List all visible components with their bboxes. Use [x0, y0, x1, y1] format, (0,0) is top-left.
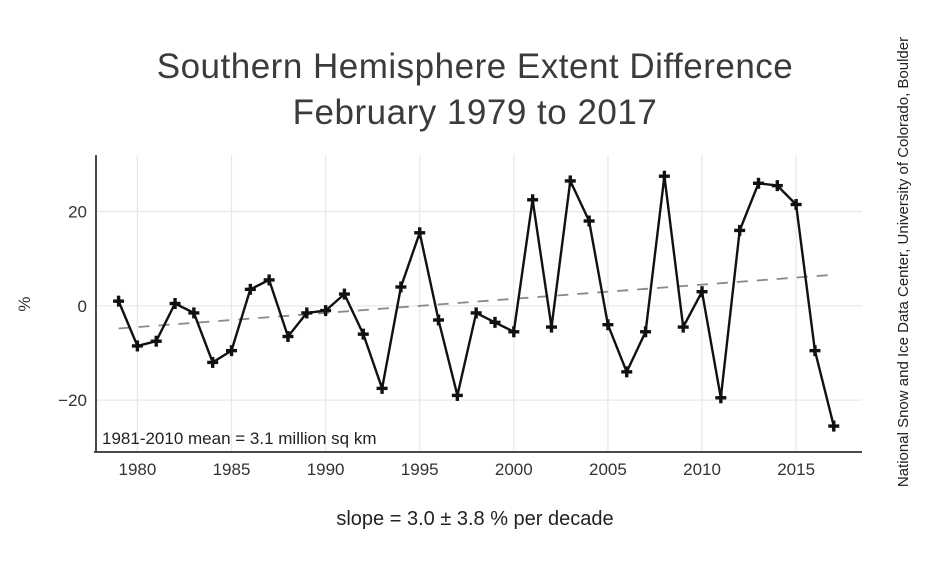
data-point-marker-2012	[734, 224, 746, 236]
data-point-marker-2006	[621, 366, 633, 378]
data-point-marker-1982	[169, 298, 181, 309]
data-point-marker-1988	[282, 331, 294, 342]
data-point-marker-1987	[263, 274, 275, 286]
y-tick-label--20: −20	[58, 391, 87, 410]
data-point-marker-2014	[771, 180, 783, 192]
data-point-marker-1991	[338, 288, 350, 300]
x-tick-label-1985: 1985	[213, 460, 251, 479]
data-point-marker-1989	[301, 307, 313, 319]
data-point-marker-2010	[696, 286, 708, 298]
data-point-marker-2017	[828, 420, 840, 432]
data-point-marker-2011	[715, 392, 727, 404]
data-point-marker-1981	[150, 335, 162, 347]
data-point-marker-1985	[226, 345, 238, 357]
x-tick-label-1995: 1995	[401, 460, 439, 479]
data-point-marker-1990	[320, 305, 332, 317]
data-point-marker-2013	[752, 177, 764, 189]
data-point-marker-2015	[790, 199, 802, 210]
data-series-line	[117, 174, 835, 428]
chart-subtitle: February 1979 to 2017	[292, 93, 658, 132]
data-point-marker-2005	[602, 319, 614, 331]
data-point-marker-1993	[376, 382, 388, 394]
data-point-marker-1996	[433, 314, 445, 326]
data-point-marker-1998	[470, 307, 482, 319]
data-source-credit: National Snow and Ice Data Center, Unive…	[895, 37, 912, 487]
data-point-marker-2000	[508, 326, 520, 338]
data-point-marker-1994	[395, 281, 407, 293]
data-point-marker-2009	[677, 321, 689, 333]
y-tick-label-0: 0	[78, 297, 87, 316]
slope-caption: slope = 3.0 ± 3.8 % per decade	[336, 508, 614, 530]
grid-lines	[96, 155, 862, 452]
data-point-marker-1997	[451, 389, 463, 401]
data-point-marker-2007	[640, 326, 652, 338]
chart-title-block: Southern Hemisphere Extent Difference Fe…	[0, 44, 950, 136]
y-tick-label-20: 20	[68, 203, 87, 222]
data-point-marker-2016	[809, 345, 821, 357]
data-point-marker-1984	[207, 356, 219, 368]
x-tick-label-1990: 1990	[307, 460, 345, 479]
x-tick-label-2000: 2000	[495, 460, 533, 479]
data-point-marker-1983	[188, 307, 200, 319]
data-point-marker-2008	[658, 170, 670, 182]
data-point-marker-2004	[583, 215, 595, 227]
data-point-marker-1992	[357, 328, 369, 340]
data-point-markers	[113, 170, 840, 432]
x-tick-label-2015: 2015	[777, 460, 815, 479]
data-point-marker-1979	[113, 295, 125, 307]
trend-dashed-line	[118, 273, 834, 330]
data-point-marker-2003	[564, 175, 576, 187]
x-tick-label-2010: 2010	[683, 460, 721, 479]
data-point-marker-1999	[489, 316, 501, 328]
y-axis-tick-labels: −20 0 20	[58, 203, 87, 411]
data-point-marker-1986	[244, 283, 256, 295]
mean-annotation: 1981-2010 mean = 3.1 million sq km	[102, 429, 377, 448]
series-polyline	[117, 174, 835, 428]
data-point-marker-2001	[527, 194, 539, 206]
chart-title: Southern Hemisphere Extent Difference	[156, 47, 794, 86]
data-point-marker-1980	[131, 340, 143, 352]
x-tick-label-1980: 1980	[118, 460, 156, 479]
trend-line	[118, 273, 834, 330]
axes	[94, 155, 862, 453]
data-point-marker-2002	[545, 321, 557, 333]
y-axis-label: %	[15, 296, 34, 311]
x-axis-tick-labels: 1980 1985 1990 1995 2000 2005 2010 2015	[118, 460, 815, 479]
x-tick-label-2005: 2005	[589, 460, 627, 479]
data-point-marker-1995	[414, 227, 426, 239]
